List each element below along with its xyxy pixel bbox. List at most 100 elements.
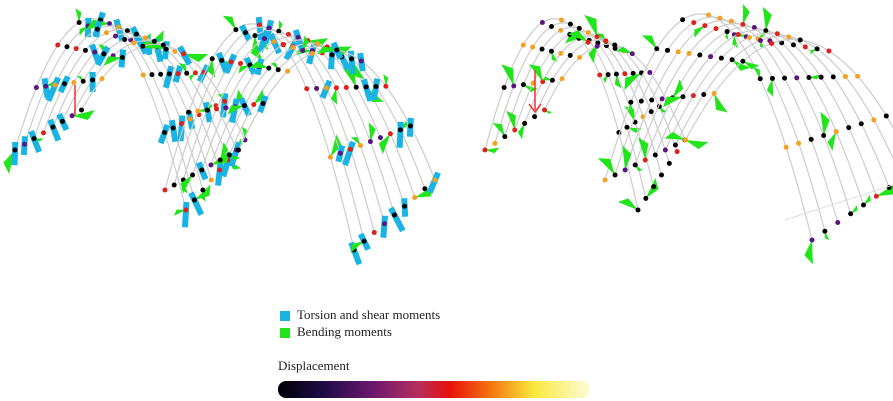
node — [846, 125, 851, 130]
node — [229, 59, 234, 64]
node — [242, 103, 247, 108]
node — [697, 53, 702, 58]
bending-glyph — [331, 88, 337, 105]
node — [214, 106, 219, 111]
torsion-glyph — [427, 171, 441, 193]
node — [663, 148, 668, 153]
node — [233, 27, 238, 32]
node — [512, 128, 517, 133]
bending-glyph — [598, 158, 615, 175]
node — [676, 49, 681, 54]
node — [152, 39, 157, 44]
node — [125, 28, 130, 33]
bending-glyph — [743, 4, 750, 24]
node — [227, 153, 232, 158]
node — [188, 117, 193, 122]
node — [236, 148, 241, 153]
node — [60, 119, 65, 124]
node — [131, 40, 136, 45]
bending-glyph — [493, 123, 505, 137]
node — [675, 149, 680, 154]
torsion-glyph — [342, 141, 356, 166]
bending-glyph — [618, 198, 638, 210]
node — [521, 82, 526, 87]
node — [819, 75, 824, 80]
node — [402, 204, 407, 209]
node — [639, 99, 644, 104]
node — [101, 51, 106, 56]
node — [53, 83, 58, 88]
node — [855, 74, 860, 79]
node — [796, 141, 801, 146]
node — [13, 148, 18, 153]
node — [815, 46, 820, 51]
node — [643, 196, 648, 201]
node — [95, 27, 100, 32]
node — [612, 43, 617, 48]
node — [559, 18, 564, 23]
node — [871, 117, 876, 122]
node — [740, 22, 745, 27]
node — [859, 121, 864, 126]
torsion-glyph — [178, 115, 186, 141]
node — [205, 108, 210, 113]
node — [238, 61, 243, 66]
node — [649, 109, 654, 114]
bending-glyph — [223, 16, 236, 30]
node — [861, 203, 866, 208]
node — [176, 71, 181, 76]
node — [41, 130, 46, 135]
node — [712, 91, 717, 96]
node — [34, 85, 39, 90]
node — [162, 130, 167, 135]
node — [77, 20, 82, 25]
node — [382, 221, 387, 226]
node — [122, 37, 127, 42]
node — [107, 21, 112, 26]
node — [624, 125, 629, 130]
node — [362, 239, 367, 244]
node — [92, 50, 97, 55]
node — [628, 100, 633, 105]
torsion-glyph — [182, 202, 190, 228]
node — [874, 194, 879, 199]
node — [262, 36, 267, 41]
node — [586, 30, 591, 35]
node — [422, 186, 427, 191]
node — [719, 56, 724, 61]
node — [636, 208, 641, 213]
legend-label: Torsion and shear moments — [297, 307, 440, 322]
node — [79, 108, 84, 113]
node — [51, 125, 56, 130]
node — [803, 44, 808, 49]
node — [285, 69, 290, 74]
node — [782, 76, 787, 81]
node — [334, 48, 339, 53]
node — [775, 31, 780, 36]
node — [502, 85, 507, 90]
node — [252, 33, 257, 38]
node — [310, 51, 315, 56]
node — [558, 28, 563, 33]
node — [181, 51, 186, 56]
node — [680, 17, 685, 22]
node — [522, 121, 527, 126]
node — [291, 45, 296, 50]
node — [758, 76, 763, 81]
node — [763, 28, 768, 33]
node — [511, 84, 516, 89]
node — [649, 98, 654, 103]
node — [348, 147, 353, 152]
node — [210, 56, 215, 61]
node — [667, 161, 672, 166]
node — [622, 71, 627, 76]
node — [359, 58, 364, 63]
torsion-glyph — [47, 119, 61, 142]
node — [388, 131, 393, 136]
node — [186, 110, 191, 115]
node — [794, 75, 799, 80]
node — [192, 198, 197, 203]
torsion-glyph — [380, 216, 388, 238]
node — [701, 92, 706, 97]
node — [680, 94, 685, 99]
